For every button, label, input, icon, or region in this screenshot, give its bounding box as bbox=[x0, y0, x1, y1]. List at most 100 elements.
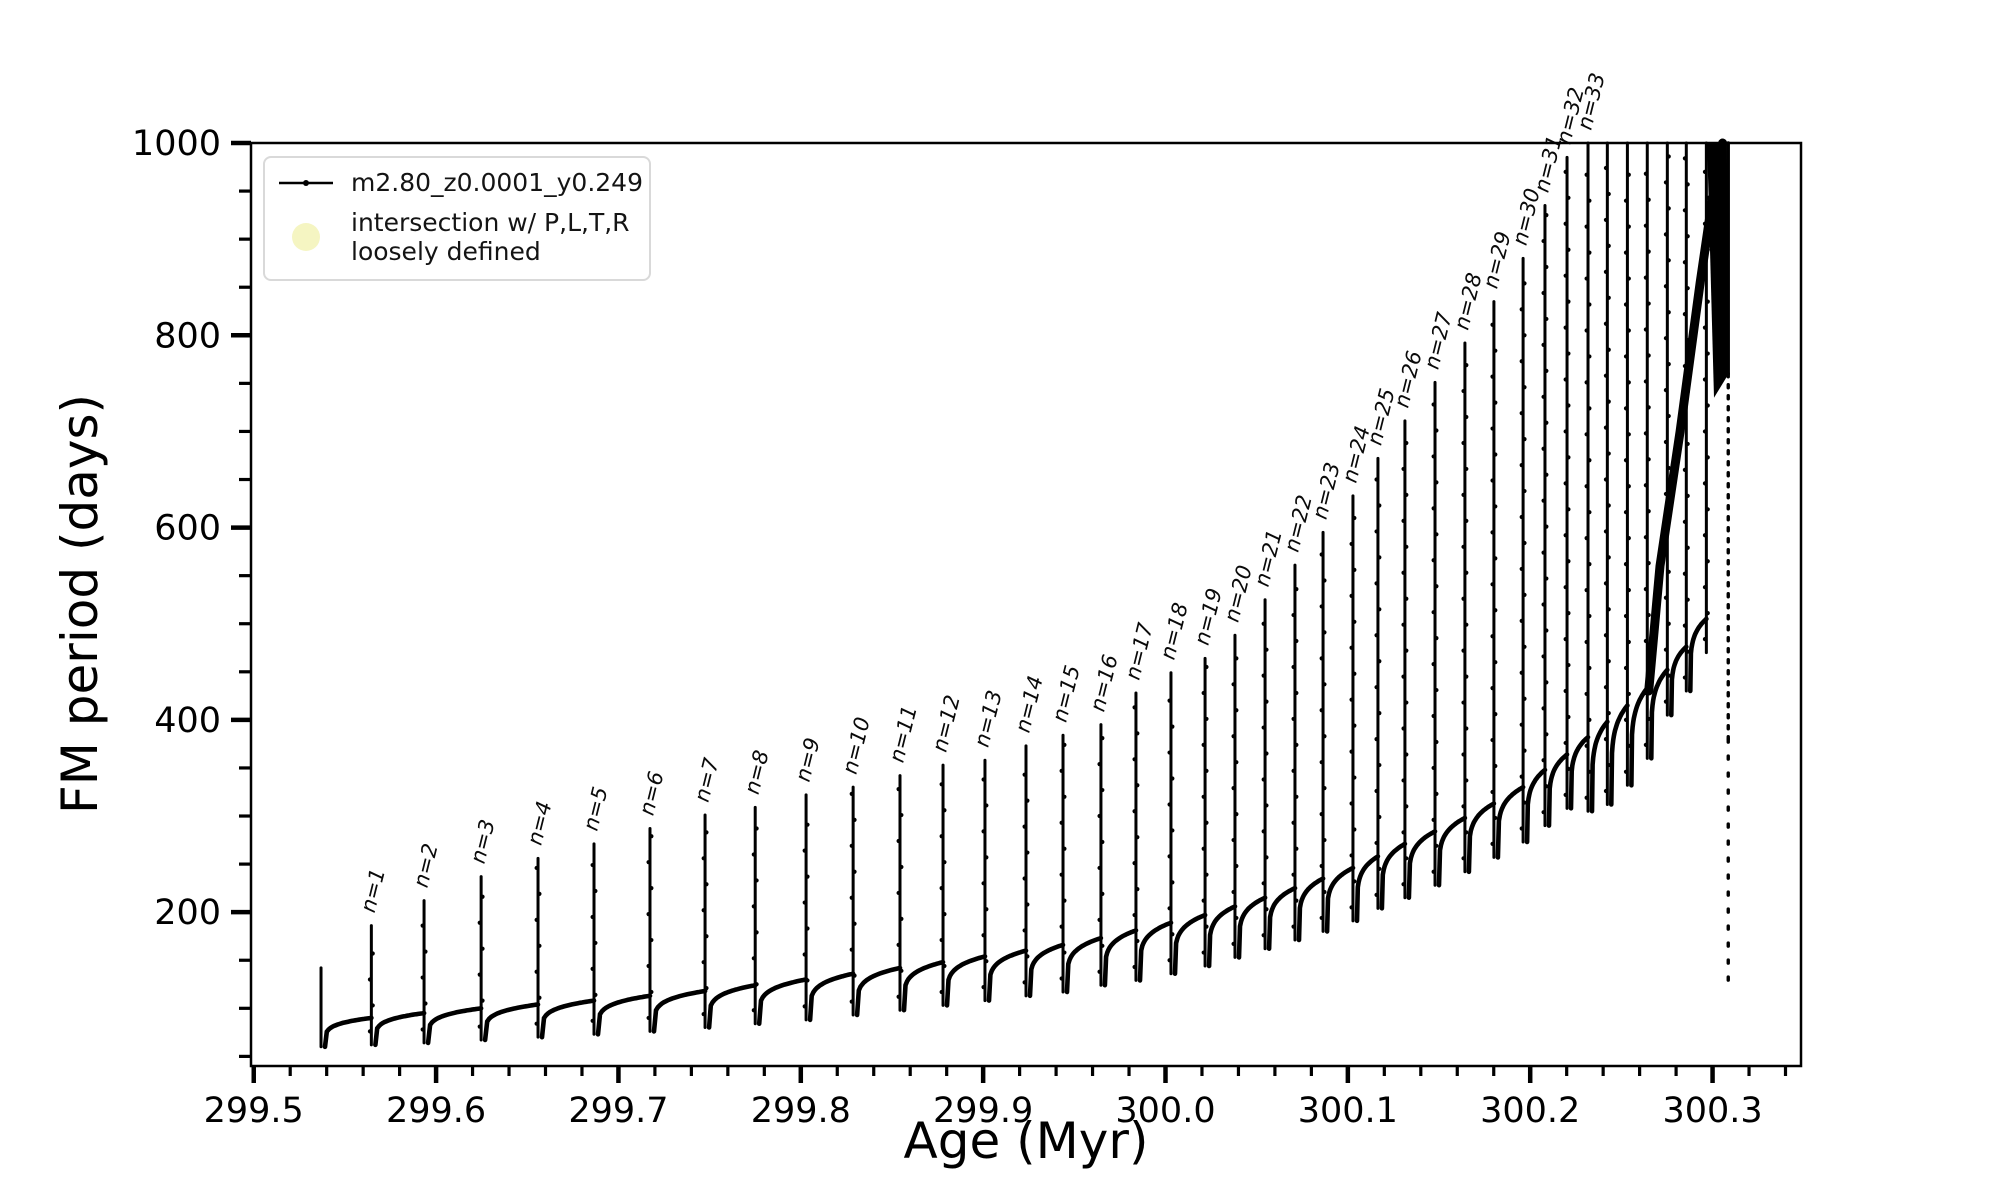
marker-dot bbox=[701, 960, 706, 965]
marker-dot bbox=[1702, 637, 1708, 642]
y-tick-label: 200 bbox=[154, 893, 221, 933]
legend-label-intersection: intersection w/ P,L,T,R loosely defined bbox=[351, 208, 630, 267]
marker-dot bbox=[1566, 351, 1571, 356]
marker-dot bbox=[1544, 576, 1549, 581]
marker-dot bbox=[1022, 980, 1027, 985]
marker-dot bbox=[1261, 621, 1266, 626]
marker-dot bbox=[1261, 829, 1266, 834]
marker-dot bbox=[1464, 570, 1469, 575]
marker-dot bbox=[1231, 941, 1236, 946]
scallop-segment bbox=[756, 977, 809, 1026]
marker-dot bbox=[1705, 299, 1710, 304]
marker-dot bbox=[1563, 169, 1568, 174]
marker-dot bbox=[1705, 507, 1710, 512]
marker-dot bbox=[984, 959, 989, 964]
scallop-segment bbox=[1379, 841, 1408, 911]
marker-dot bbox=[1022, 824, 1027, 829]
marker-dot bbox=[1663, 336, 1669, 341]
marker-dot bbox=[1544, 680, 1549, 685]
x-tick-label: 299.6 bbox=[386, 1091, 486, 1131]
marker-dot bbox=[1291, 820, 1296, 825]
marker-dot bbox=[1522, 333, 1527, 338]
marker-dot bbox=[590, 914, 595, 920]
marker-dot bbox=[1541, 602, 1546, 607]
marker-dot bbox=[704, 986, 709, 991]
marker-dot bbox=[1606, 607, 1611, 612]
x-axis-title: Age (Myr) bbox=[903, 1112, 1149, 1170]
marker-dot bbox=[1584, 536, 1589, 541]
marker-dot bbox=[1322, 837, 1327, 843]
marker-dot bbox=[1062, 950, 1067, 955]
marker-dot bbox=[1544, 316, 1549, 322]
marker-dot bbox=[1566, 714, 1571, 720]
scallop-segment bbox=[1206, 904, 1238, 969]
marker-dot bbox=[1522, 644, 1527, 649]
marker-dot bbox=[1646, 509, 1651, 514]
marker-dot bbox=[1319, 915, 1324, 921]
marker-dot bbox=[1563, 481, 1568, 486]
scallop-segment bbox=[854, 965, 903, 1018]
marker-dot bbox=[1563, 377, 1568, 382]
marker-dot bbox=[1374, 840, 1379, 846]
marker-dot bbox=[1132, 705, 1137, 710]
marker-dot bbox=[849, 999, 854, 1004]
marker-dot bbox=[1100, 839, 1105, 845]
marker-dot bbox=[1025, 954, 1030, 959]
marker-dot bbox=[1231, 889, 1236, 895]
marker-dot bbox=[1685, 441, 1690, 447]
marker-dot bbox=[1587, 302, 1592, 307]
marker-dot bbox=[646, 1015, 651, 1021]
marker-dot bbox=[1234, 863, 1239, 869]
marker-dot bbox=[1685, 182, 1690, 187]
marker-dot bbox=[899, 916, 904, 921]
marker-dot bbox=[981, 985, 986, 990]
marker-dot bbox=[1587, 458, 1592, 463]
marker-dot bbox=[370, 951, 375, 956]
marker-dot bbox=[1291, 924, 1296, 929]
marker-dot bbox=[1623, 613, 1629, 619]
marker-dot bbox=[1563, 792, 1568, 797]
marker-dot bbox=[1294, 742, 1299, 747]
marker-dot bbox=[1606, 503, 1611, 508]
marker-dot bbox=[1522, 592, 1527, 597]
marker-dot bbox=[1431, 610, 1436, 615]
marker-dot bbox=[1702, 585, 1708, 590]
marker-dot bbox=[1401, 674, 1406, 679]
marker-dot bbox=[939, 834, 944, 839]
marker-dot bbox=[1663, 595, 1669, 600]
marker-dot bbox=[1541, 550, 1546, 555]
marker-dot bbox=[1646, 612, 1651, 618]
marker-dot bbox=[1132, 912, 1137, 918]
marker-dot bbox=[1264, 907, 1269, 912]
scallop-segment bbox=[1546, 752, 1570, 828]
marker-dot bbox=[1603, 373, 1609, 378]
marker-dot bbox=[1563, 585, 1568, 590]
marker-dot bbox=[1584, 432, 1589, 437]
scallop-segment bbox=[651, 988, 708, 1034]
legend-line-sample bbox=[279, 179, 333, 186]
scallop-segment bbox=[1027, 942, 1066, 999]
marker-dot bbox=[981, 881, 986, 886]
marker-dot bbox=[1490, 686, 1495, 691]
marker-dot bbox=[1059, 820, 1064, 825]
marker-dot bbox=[1100, 787, 1105, 793]
marker-dot bbox=[704, 830, 709, 835]
marker-dot bbox=[1522, 437, 1527, 442]
marker-dot bbox=[1541, 446, 1546, 451]
marker-dot bbox=[1584, 795, 1589, 800]
resonance-label: n=11 bbox=[885, 703, 922, 765]
marker-dot bbox=[1204, 924, 1209, 929]
marker-dot bbox=[1201, 898, 1206, 903]
x-tick-label: 300.1 bbox=[1298, 1091, 1398, 1131]
scallop-segment bbox=[1137, 920, 1174, 983]
marker-dot bbox=[849, 791, 854, 797]
marker-dot bbox=[1322, 682, 1327, 687]
marker-dot bbox=[1025, 850, 1030, 855]
marker-dot bbox=[1059, 976, 1064, 981]
marker-dot bbox=[751, 852, 756, 857]
marker-dot bbox=[939, 782, 944, 787]
marker-dot bbox=[1097, 917, 1102, 922]
marker-dot bbox=[1434, 584, 1439, 589]
marker-dot bbox=[1294, 638, 1299, 644]
